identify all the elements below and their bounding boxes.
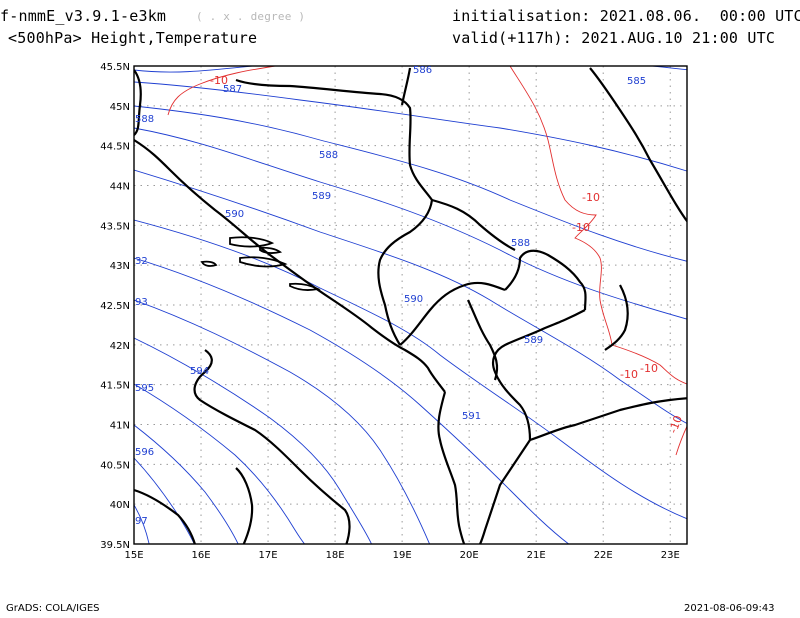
- height-contour-label: 32: [135, 256, 148, 267]
- island: [239, 256, 288, 268]
- country-border: [467, 299, 499, 381]
- grid-lines: [134, 66, 687, 544]
- temperature-contours: [167, 66, 687, 456]
- country-border: [529, 397, 687, 442]
- country-border: [235, 78, 434, 346]
- temperature-contour: [167, 66, 276, 116]
- contour-labels: 586 585 587 588 588 589 590 588 590 589 32 93 594 595…: [135, 65, 685, 527]
- height-contour: [134, 257, 570, 544]
- temperature-contour: [675, 425, 687, 456]
- temperature-contour-label: -10: [640, 362, 658, 375]
- lon-tick-label: 18E: [326, 550, 345, 561]
- lat-tick-label: 45N: [110, 102, 130, 113]
- height-contour-label: 587: [223, 84, 242, 95]
- lat-tick-label: 42.5N: [100, 301, 130, 312]
- height-contours: [134, 66, 687, 544]
- coastline: [134, 139, 446, 393]
- height-contour: [134, 383, 306, 544]
- lon-tick-label: 19E: [393, 550, 412, 561]
- height-contour: [134, 127, 687, 320]
- lon-tick-label: 22E: [594, 550, 613, 561]
- height-contour-label: 589: [524, 335, 543, 346]
- height-contour-label: 595: [135, 383, 154, 394]
- lat-tick-label: 40.5N: [100, 460, 130, 471]
- height-contour-label: 590: [225, 209, 244, 220]
- height-contour-label: 589: [312, 191, 331, 202]
- lon-tick-label: 23E: [661, 550, 680, 561]
- height-contour-label: 591: [462, 411, 481, 422]
- lon-tick-label: 20E: [460, 550, 479, 561]
- height-contour-label: 590: [404, 294, 423, 305]
- lat-tick-label: 41.5N: [100, 381, 130, 392]
- lon-tick-label: 17E: [259, 550, 278, 561]
- height-contour-label: 596: [135, 447, 154, 458]
- lon-tick-label: 21E: [527, 550, 546, 561]
- temperature-contour-label: -10: [572, 221, 590, 234]
- height-contour-label: 588: [319, 150, 338, 161]
- footer-credit: GrADS: COLA/IGES: [6, 603, 100, 614]
- model-name: f-nmmE_v3.9.1-e3km: [0, 7, 167, 25]
- height-contour: [134, 337, 373, 544]
- island: [289, 282, 321, 291]
- valid-time: valid(+117h): 2021.AUG.10 21:00 UTC: [452, 29, 776, 47]
- temperature-contour-label: -10: [620, 368, 638, 381]
- lat-tick-label: 39.5N: [100, 540, 130, 551]
- lat-tick-label: 42N: [110, 341, 130, 352]
- plot-frame: [133, 65, 688, 545]
- height-contour: [134, 66, 687, 73]
- height-contour-label: 97: [135, 516, 148, 527]
- height-contour: [134, 424, 239, 544]
- coastline: [193, 349, 351, 544]
- height-contour: [134, 81, 687, 172]
- height-contour: [134, 105, 687, 262]
- height-contour-label: 588: [135, 114, 154, 125]
- height-contour: [134, 169, 687, 424]
- country-border: [589, 67, 687, 223]
- temperature-contour-label: -10: [582, 191, 600, 204]
- coastline: [437, 391, 466, 544]
- height-contour-label: 93: [135, 297, 148, 308]
- temperature-contour-label: -10: [210, 74, 228, 87]
- country-border: [478, 439, 531, 544]
- country-border: [604, 284, 629, 351]
- height-contour-label: 585: [627, 76, 646, 87]
- coastline: [235, 467, 254, 544]
- height-contour-label: 588: [511, 238, 530, 249]
- island: [229, 236, 275, 248]
- country-border: [491, 309, 586, 441]
- lat-tick-label: 45.5N: [100, 62, 130, 73]
- footer-timestamp: 2021-08-06-09:43: [684, 603, 775, 614]
- island: [259, 246, 283, 254]
- lat-tick-label: 43.5N: [100, 221, 130, 232]
- height-contour: [134, 299, 431, 544]
- country-border: [399, 281, 506, 346]
- borders: [134, 67, 687, 544]
- lat-tick-label: 44N: [110, 182, 130, 193]
- field-title: <500hPa> Height,Temperature: [8, 29, 258, 47]
- height-contour-label: 594: [190, 366, 209, 377]
- temperature-contour-label: -10: [667, 414, 685, 435]
- lat-tick-label: 44.5N: [100, 142, 130, 153]
- islands: [200, 236, 321, 291]
- height-contour: [134, 504, 150, 544]
- coastline: [134, 488, 197, 544]
- lat-tick-label: 43N: [110, 261, 130, 272]
- height-contour: [134, 219, 687, 520]
- coastline: [134, 69, 142, 136]
- island: [200, 260, 218, 267]
- lat-tick-label: 40N: [110, 500, 130, 511]
- lat-tick-label: 41N: [110, 421, 130, 432]
- units-label: ( . x . degree ): [196, 10, 306, 23]
- init-time: initialisation: 2021.08.06. 00:00 UTC: [452, 7, 800, 25]
- country-border: [400, 67, 412, 106]
- country-border: [504, 249, 587, 311]
- temperature-contour: [509, 66, 687, 385]
- height-contour-label: 586: [413, 65, 432, 76]
- axis-labels: 15E 16E 17E 18E 19E 20E 21E 22E 23E 45.5N 45N 44.5N…: [100, 62, 680, 561]
- lon-tick-label: 15E: [124, 550, 143, 561]
- lon-tick-label: 16E: [192, 550, 211, 561]
- country-border: [431, 198, 516, 251]
